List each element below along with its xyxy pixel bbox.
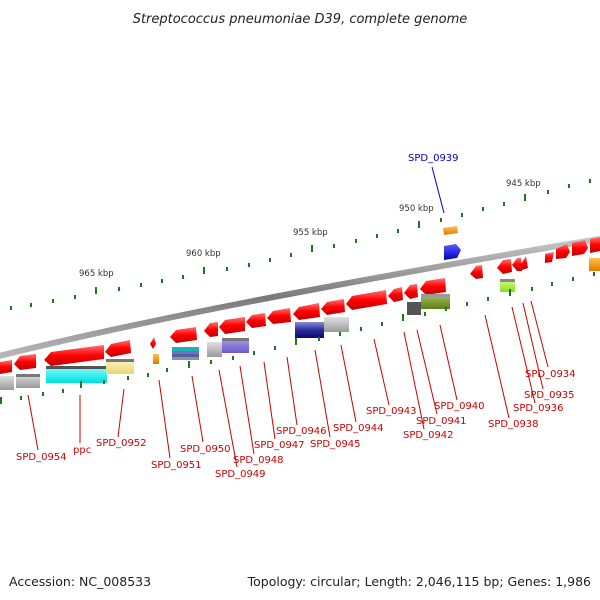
leader-lines xyxy=(27,300,549,468)
genome-backbone xyxy=(0,235,600,359)
gene-arrow xyxy=(443,226,458,235)
gene-arrow xyxy=(14,354,36,370)
domain-block xyxy=(222,338,249,341)
domain-block xyxy=(172,357,199,360)
gene-arrow xyxy=(170,327,197,343)
gene-label-spd0938: SPD_0938 xyxy=(488,419,539,430)
domain-block xyxy=(0,376,14,390)
domain-block xyxy=(16,374,40,388)
gene-arrow xyxy=(267,308,291,324)
forward-strand-features xyxy=(443,226,600,263)
domain-block xyxy=(421,294,450,297)
gene-label-spd0949: SPD_0949 xyxy=(215,469,266,480)
gene-arrow xyxy=(404,284,418,299)
gene-label-spd0942: SPD_0942 xyxy=(403,430,454,441)
gene-arrow xyxy=(150,337,156,349)
gene-label-spd0940: SPD_0940 xyxy=(434,401,485,412)
gene-arrow xyxy=(512,258,522,271)
leader-line-highlight xyxy=(431,166,445,214)
accession-text: Accession: NC_008533 xyxy=(9,574,151,589)
domain-block xyxy=(16,374,40,377)
domain-annotations xyxy=(0,258,600,390)
domain-block xyxy=(172,347,199,351)
domain-block xyxy=(295,322,324,338)
inner-tick-ring xyxy=(0,272,595,404)
gene-label-spd0948: SPD_0948 xyxy=(233,455,284,466)
kbp-label-965: 965 kbp xyxy=(79,269,114,279)
gene-labels: SPD_0954 ppc SPD_0952 SPD_0951 SPD_0950 … xyxy=(16,153,576,480)
kbp-label-950: 950 kbp xyxy=(399,204,434,214)
gene-arrow xyxy=(388,287,403,302)
gene-arrow xyxy=(590,237,600,253)
domain-block xyxy=(500,279,515,282)
gene-arrow xyxy=(105,340,131,357)
gene-label-spd0947: SPD_0947 xyxy=(254,440,305,451)
reverse-strand-features xyxy=(0,256,528,374)
gene-arrow xyxy=(556,244,570,259)
kbp-label-955: 955 kbp xyxy=(293,228,328,238)
gene-arrow xyxy=(470,265,483,279)
gene-arrow xyxy=(293,303,320,320)
gene-arrow xyxy=(572,240,588,256)
domain-block xyxy=(172,354,199,357)
domain-block xyxy=(324,317,349,332)
domain-block xyxy=(172,351,199,354)
domain-block xyxy=(46,366,107,383)
domain-block xyxy=(421,294,450,309)
gene-arrow xyxy=(44,345,104,366)
topology-text: Topology: circular; Length: 2,046,115 bp… xyxy=(247,574,591,589)
gene-label-spd0946: SPD_0946 xyxy=(276,426,327,437)
gene-label-spd0936: SPD_0936 xyxy=(513,403,564,414)
gene-arrow-highlight xyxy=(444,244,461,260)
genome-title: Streptococcus pneumoniae D39, complete g… xyxy=(133,12,468,27)
gene-label-ppc: ppc xyxy=(73,445,91,456)
gene-label-spd0939: SPD_0939 xyxy=(408,153,459,164)
gene-label-spd0951: SPD_0951 xyxy=(151,460,202,471)
gene-arrow xyxy=(0,360,12,374)
kbp-label-960: 960 kbp xyxy=(186,249,221,259)
domain-block xyxy=(46,366,107,369)
gene-label-spd0943: SPD_0943 xyxy=(366,406,417,417)
domain-block xyxy=(106,359,134,362)
gene-arrow xyxy=(420,278,446,295)
gene-label-spd0934: SPD_0934 xyxy=(525,369,576,380)
gene-label-spd0935: SPD_0935 xyxy=(524,390,575,401)
gene-arrow xyxy=(204,322,218,337)
gene-label-spd0950: SPD_0950 xyxy=(180,444,231,455)
gene-arrow xyxy=(321,299,345,315)
gene-label-spd0954: SPD_0954 xyxy=(16,452,67,463)
domain-block xyxy=(153,354,159,364)
gene-label-spd0952: SPD_0952 xyxy=(96,438,147,449)
domain-block xyxy=(407,302,421,315)
kbp-label-945: 945 kbp xyxy=(506,179,541,189)
gene-arrow xyxy=(545,252,554,263)
gene-arrow xyxy=(246,313,266,328)
domain-block xyxy=(500,279,515,292)
domain-block xyxy=(207,342,222,357)
domain-block xyxy=(589,258,600,271)
gene-arrow xyxy=(521,256,528,270)
gene-label-spd0941: SPD_0941 xyxy=(416,416,467,427)
gene-arrow xyxy=(497,259,512,274)
domain-block xyxy=(106,359,134,374)
gene-arrow xyxy=(346,290,387,310)
outer-tick-ring xyxy=(10,179,591,310)
gene-label-spd0945: SPD_0945 xyxy=(310,439,361,450)
gene-arrow xyxy=(219,317,245,334)
gene-label-spd0944: SPD_0944 xyxy=(333,423,384,434)
domain-block xyxy=(222,338,249,353)
